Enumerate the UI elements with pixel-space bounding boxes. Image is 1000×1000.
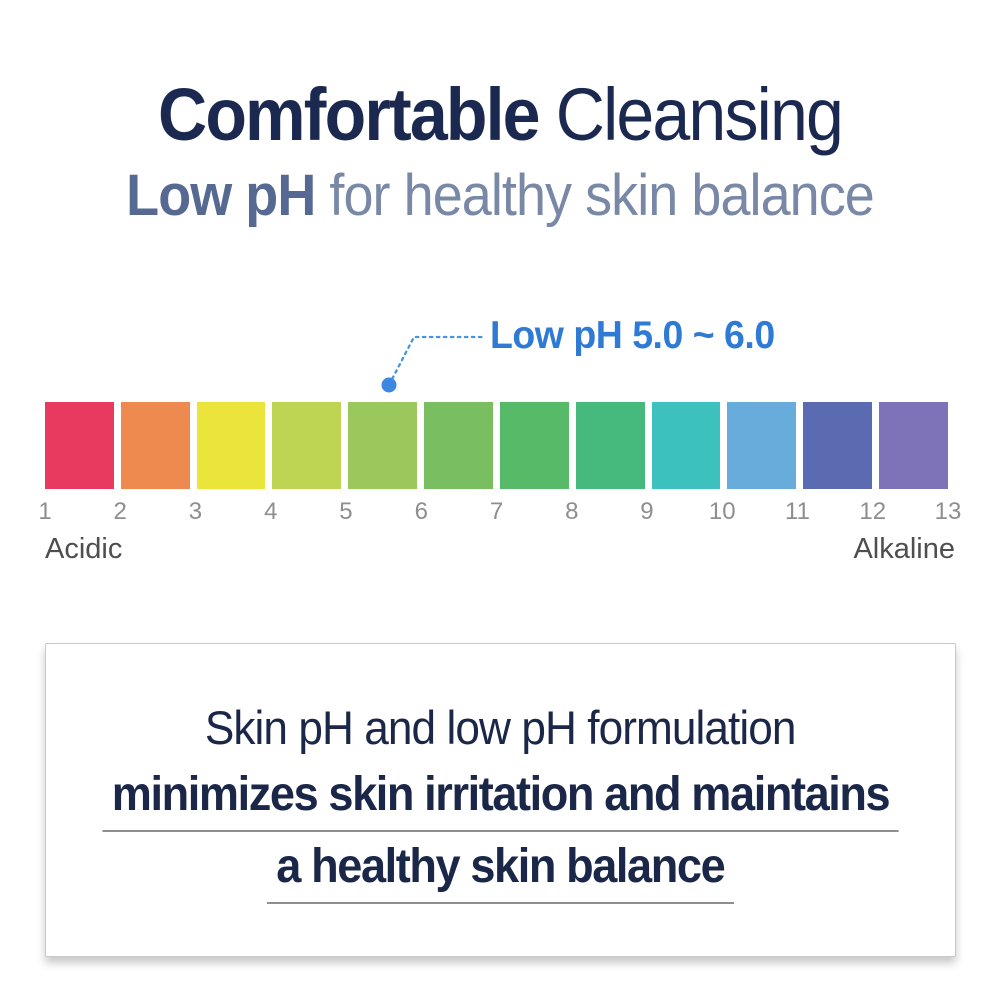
ph-tick-13: 13: [934, 498, 962, 525]
ph-block-4-5: [272, 402, 342, 489]
ph-block-3-4: [196, 402, 266, 489]
page-subtitle-light: for healthy skin balance: [329, 163, 874, 228]
ph-scale-blocks: [45, 402, 948, 489]
ph-block-6-7: [424, 402, 493, 489]
ph-callout-label: Low pH 5.0 ~ 6.0: [490, 314, 775, 357]
ph-block-8-9: [575, 402, 645, 489]
ph-block-11-12: [803, 402, 873, 489]
ph-block-5-6: [348, 402, 418, 489]
page-subtitle-bold: Low pH: [126, 163, 316, 228]
page-title-bold: Comfortable: [157, 73, 541, 156]
acidic-label: Acidic: [45, 533, 123, 565]
ph-tick-11: 11: [785, 498, 810, 525]
ph-tick-6: 6: [414, 498, 428, 525]
ph-tick-2: 2: [113, 498, 127, 525]
ph-block-10-11: [727, 402, 797, 489]
info-box: Skin pH and low pH formulation minimizes…: [45, 643, 956, 957]
ph-scale-tick-labels: 1 2 3 4 5 6 7 8 9 10 11 12 13: [38, 498, 961, 526]
ph-tick-8: 8: [565, 498, 579, 525]
ph-block-2-3: [120, 402, 190, 489]
info-line-1: Skin pH and low pH formulation: [205, 701, 797, 754]
ph-marker-dot: [381, 377, 397, 393]
ph-tick-4: 4: [264, 498, 278, 525]
title-space: [539, 73, 556, 156]
page-subtitle: Low pH for healthy skin balance: [35, 164, 965, 228]
info-line-2-text: minimizes skin irritation and maintains: [102, 767, 899, 832]
ph-block-1-2: [45, 402, 114, 489]
ph-block-7-8: [499, 402, 569, 489]
alkaline-label: Alkaline: [853, 533, 955, 565]
page-title: Comfortable Cleansing: [40, 76, 960, 154]
info-line-3: a healthy skin balance: [267, 839, 734, 904]
ph-tick-3: 3: [188, 498, 203, 525]
ph-tick-9: 9: [640, 498, 654, 525]
ph-tick-12: 12: [859, 498, 887, 525]
info-line-2: minimizes skin irritation and maintains: [102, 767, 899, 832]
ph-block-9-10: [651, 402, 721, 489]
ph-tick-10: 10: [708, 498, 736, 525]
ph-tick-7: 7: [489, 498, 504, 525]
info-line-3-text: a healthy skin balance: [267, 839, 734, 904]
subtitle-space: [315, 163, 329, 228]
dotted-leader-path: [387, 335, 484, 387]
ph-tick-5: 5: [339, 498, 353, 525]
ph-block-12-13: [879, 402, 948, 489]
ph-tick-1: 1: [38, 498, 52, 525]
page-title-light: Cleansing: [555, 73, 844, 156]
